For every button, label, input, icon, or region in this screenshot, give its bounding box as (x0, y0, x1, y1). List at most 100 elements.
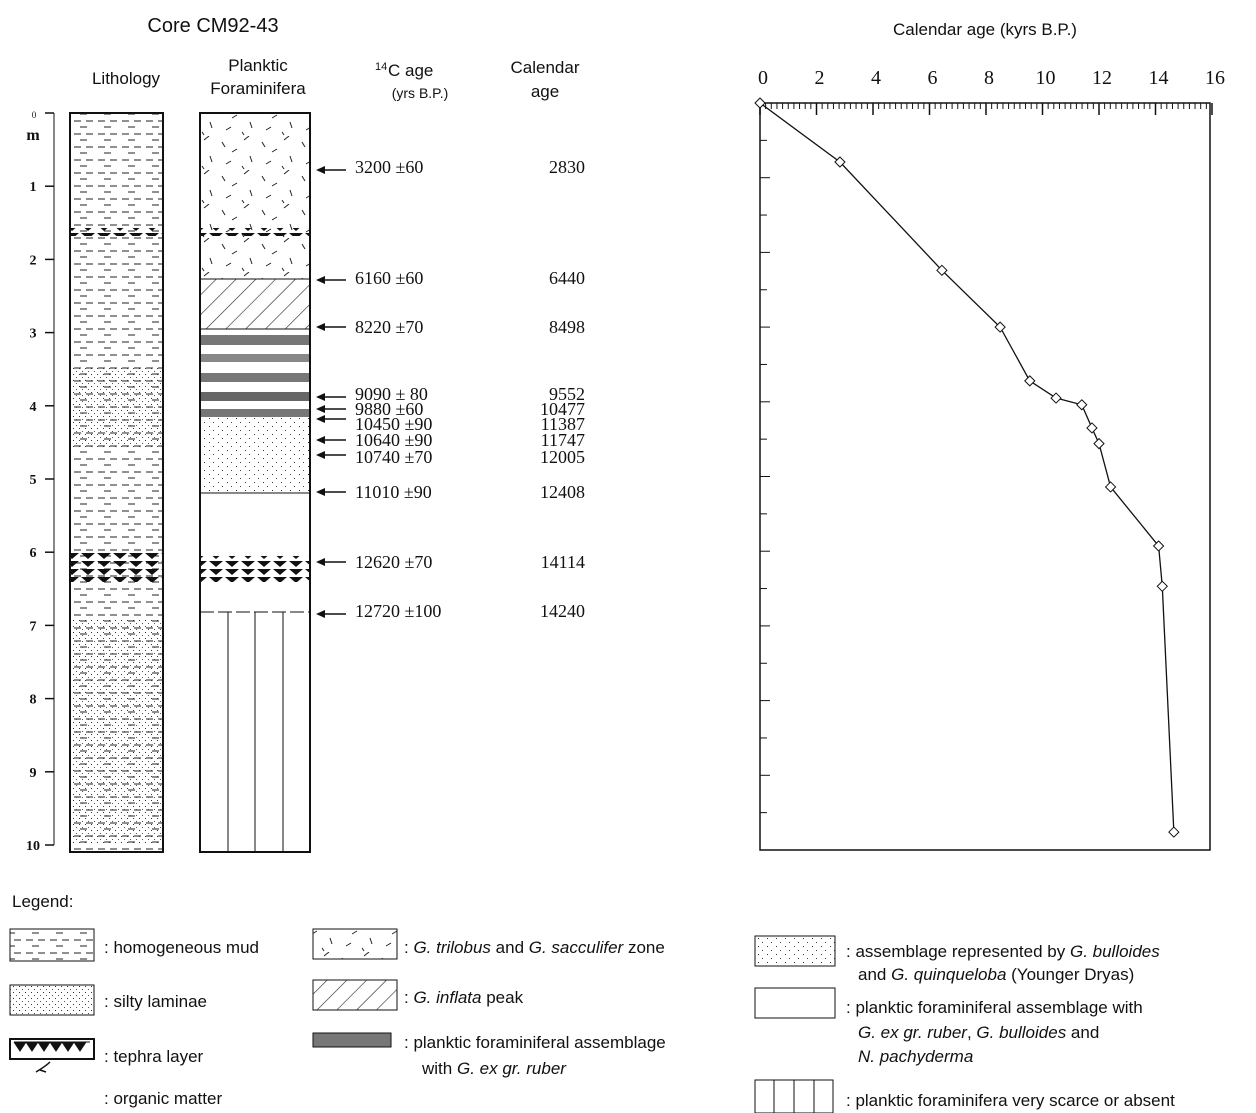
lithology-column (70, 113, 163, 852)
legend-label: : planktic foraminiferal assemblage (404, 1033, 666, 1052)
legend-text: and (1066, 1023, 1099, 1042)
header: Foraminifera (210, 79, 306, 98)
legend-label: with G. ex gr. ruber (421, 1059, 567, 1078)
depth-unit: m (26, 127, 40, 144)
c14-age: 10740 ±70 (355, 447, 432, 467)
header: Calendar (511, 58, 580, 77)
data-point (1025, 376, 1035, 386)
legend-text: G. ex gr. ruber (858, 1023, 968, 1042)
legend-label: N. pachyderma (858, 1047, 973, 1066)
depth-label: 10 (26, 839, 40, 854)
legend-text: : silty laminae (104, 992, 207, 1011)
legend-text: : organic matter (104, 1089, 222, 1108)
depth-label: 1 (30, 180, 37, 195)
arrow-head (316, 558, 325, 566)
legend-text: and (858, 965, 891, 984)
arrow-head (316, 488, 325, 496)
depth-label: 5 (30, 473, 37, 488)
c14-age: 11010 ±90 (355, 482, 432, 502)
depth-label: 7 (30, 619, 37, 634)
arrow-head (316, 166, 325, 174)
depth-label: 8 (30, 693, 37, 708)
arrow-head (316, 323, 325, 331)
data-point (1077, 400, 1087, 410)
legend-label: G. ex gr. ruber, G. bulloides and (858, 1023, 1099, 1042)
legend-text: G. ex gr. ruber (457, 1059, 567, 1078)
header: Lithology (92, 69, 161, 88)
legend-text: : homogeneous mud (104, 938, 259, 957)
legend-text: G. inflata (413, 988, 481, 1007)
legend-text: : tephra layer (104, 1047, 204, 1066)
age-depth-line (760, 103, 1174, 832)
legend-text: zone (623, 938, 665, 957)
calendar-age: 14240 (540, 601, 585, 621)
arrow-head (316, 393, 325, 401)
core-title: Core CM92-43 (147, 15, 278, 37)
header: C age (388, 61, 433, 80)
calendar-age: 14114 (541, 552, 585, 572)
depth-label: 2 (30, 253, 37, 268)
legend-label: : silty laminae (104, 992, 207, 1011)
x-tick-label: 0 (758, 67, 768, 89)
data-point (1169, 827, 1179, 837)
legend-label: and G. quinqueloba (Younger Dryas) (858, 965, 1134, 984)
x-tick-label: 12 (1092, 67, 1112, 89)
arrow-head (316, 436, 325, 444)
calendar-age: 12408 (540, 482, 585, 502)
x-tick-label: 16 (1205, 67, 1225, 89)
x-tick-label: 10 (1036, 67, 1056, 89)
legend-label: : G. trilobus and G. sacculifer zone (404, 938, 665, 957)
legend-text: , (967, 1023, 976, 1042)
legend-text: : assemblage represented by (846, 942, 1070, 961)
x-tick-label: 4 (871, 67, 881, 89)
header: Planktic (228, 56, 288, 75)
legend-label: : planktic foraminiferal assemblage with (846, 998, 1143, 1017)
figure: Core CM92-43 Lithology Planktic Foramini… (0, 0, 1256, 1113)
c14-age: 12720 ±100 (355, 601, 441, 621)
legend-text: G. bulloides (1070, 942, 1160, 961)
depth-label: 9 (30, 766, 37, 781)
depth-label: 3 (30, 327, 37, 342)
calendar-age: 2830 (549, 157, 585, 177)
depth-label: 6 (30, 546, 37, 561)
arrow-head (316, 415, 325, 423)
x-tick-label: 2 (815, 67, 825, 89)
legend-label: : assemblage represented by G. bulloides (846, 942, 1160, 961)
legend-text: peak (482, 988, 524, 1007)
legend-text: : planktic foraminifera very scarce or a… (846, 1091, 1175, 1110)
arrow-head (316, 276, 325, 284)
c14-age: 12620 ±70 (355, 552, 432, 572)
legend-label: : planktic foraminifera very scarce or a… (846, 1091, 1175, 1110)
x-tick-label: 14 (1149, 67, 1169, 89)
legend-text: : (404, 988, 413, 1007)
legend-title: Legend: (12, 892, 73, 911)
calendar-age: 12005 (540, 447, 585, 467)
header: age (531, 82, 559, 101)
x-tick-label: 6 (928, 67, 938, 89)
legend-text: (Younger Dryas) (1006, 965, 1134, 984)
forams-column (200, 113, 310, 852)
legend-label: : G. inflata peak (404, 988, 524, 1007)
legend-text: : planktic foraminiferal assemblage (404, 1033, 666, 1052)
arrow-head (316, 405, 325, 413)
data-point (1157, 581, 1167, 591)
legend-text: and (491, 938, 529, 957)
legend-text: G. sacculifer (529, 938, 625, 957)
arrow-head (316, 451, 325, 459)
legend-text: : planktic foraminiferal assemblage with (846, 998, 1143, 1017)
header: (yrs B.P.) (392, 85, 449, 101)
legend-text: with (421, 1059, 457, 1078)
x-tick-label: 8 (984, 67, 994, 89)
legend-text: G. trilobus (413, 938, 491, 957)
c14-age: 8220 ±70 (355, 317, 423, 337)
x-axis-title: Calendar age (kyrs B.P.) (893, 20, 1077, 39)
data-point (1087, 423, 1097, 433)
plot-frame (760, 103, 1210, 850)
data-point (1094, 439, 1104, 449)
legend-label: : homogeneous mud (104, 938, 259, 957)
data-point (755, 98, 765, 108)
legend-text: N. pachyderma (858, 1047, 973, 1066)
c14-age: 3200 ±60 (355, 157, 423, 177)
legend-text: G. bulloides (976, 1023, 1066, 1042)
calendar-age: 8498 (549, 317, 585, 337)
